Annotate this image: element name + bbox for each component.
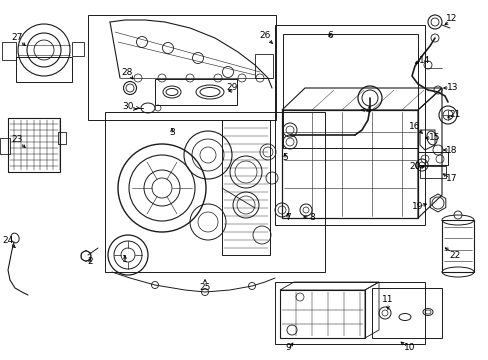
- Text: 16: 16: [408, 122, 420, 131]
- Text: 10: 10: [404, 342, 415, 351]
- Text: 17: 17: [446, 174, 457, 183]
- Text: 28: 28: [121, 68, 132, 77]
- Text: 14: 14: [418, 55, 430, 64]
- Bar: [2, 42, 16, 60]
- Text: 21: 21: [448, 109, 460, 118]
- Bar: [274, 282, 424, 344]
- Text: 27: 27: [11, 33, 22, 42]
- Bar: [441, 220, 473, 272]
- Text: 19: 19: [411, 202, 423, 211]
- Text: 23: 23: [11, 135, 22, 144]
- Bar: [16, 57, 72, 82]
- Bar: [0, 138, 10, 154]
- Bar: [58, 132, 66, 144]
- Text: 6: 6: [326, 31, 332, 40]
- Bar: [254, 54, 272, 78]
- Text: 4: 4: [365, 105, 370, 114]
- Text: 8: 8: [308, 212, 314, 221]
- Text: 11: 11: [382, 296, 393, 305]
- Text: 20: 20: [408, 162, 420, 171]
- Text: 13: 13: [447, 84, 458, 93]
- Text: 9: 9: [285, 342, 290, 351]
- Bar: [8, 118, 60, 172]
- Text: 15: 15: [428, 134, 440, 143]
- Text: 22: 22: [448, 251, 460, 260]
- Text: 29: 29: [226, 84, 237, 93]
- Text: 24: 24: [2, 235, 14, 244]
- Bar: [283, 34, 417, 148]
- Text: 12: 12: [446, 14, 457, 23]
- Bar: [105, 112, 325, 272]
- Text: 7: 7: [285, 212, 290, 221]
- Text: 30: 30: [122, 102, 134, 111]
- Bar: [88, 15, 275, 120]
- Text: 18: 18: [446, 145, 457, 154]
- Bar: [155, 79, 237, 105]
- Text: 5: 5: [282, 153, 287, 162]
- Bar: [419, 166, 445, 178]
- Text: 2: 2: [87, 257, 93, 266]
- Text: 25: 25: [199, 283, 210, 292]
- Text: 1: 1: [122, 255, 128, 264]
- Text: 26: 26: [259, 31, 270, 40]
- Bar: [371, 288, 441, 338]
- Bar: [274, 25, 424, 225]
- Text: 3: 3: [169, 127, 175, 136]
- Bar: [72, 42, 84, 56]
